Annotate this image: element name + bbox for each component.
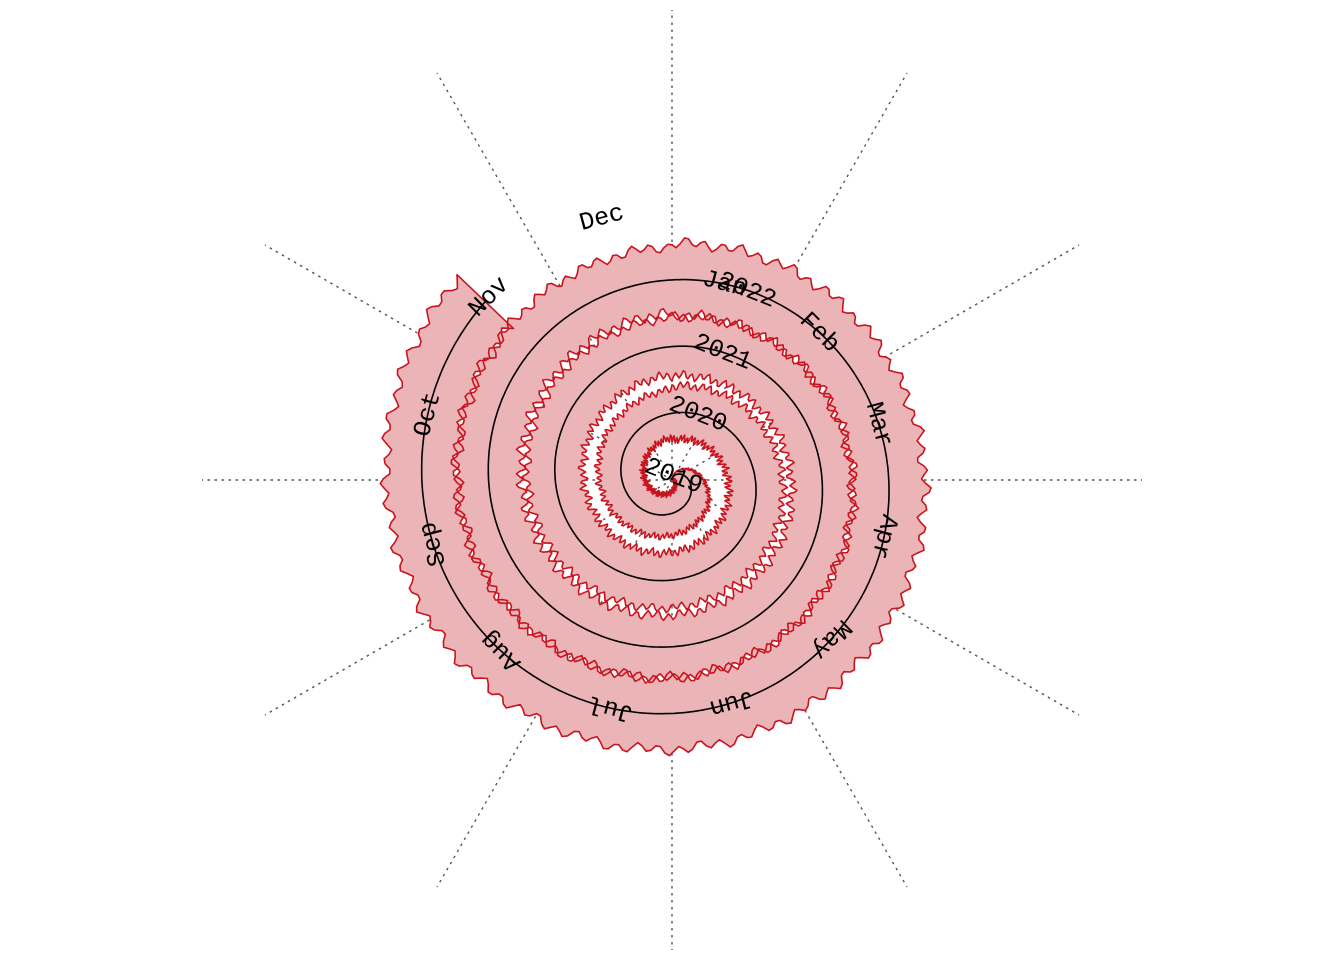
grid-spoke bbox=[264, 479, 673, 716]
spiral-area bbox=[379, 237, 932, 757]
month-label: Dec bbox=[576, 198, 627, 238]
grid-spoke bbox=[264, 244, 673, 481]
spiral-baseline bbox=[420, 278, 890, 715]
spiral-band bbox=[379, 237, 932, 757]
